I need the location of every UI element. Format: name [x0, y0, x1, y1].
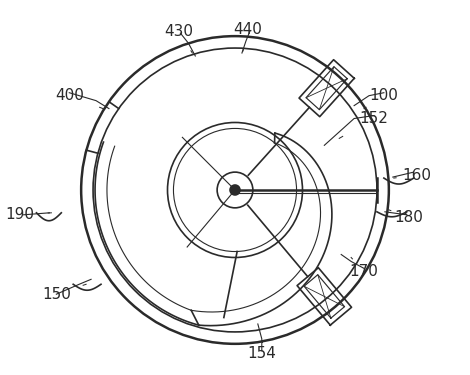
Text: 180: 180 [394, 210, 423, 225]
Text: 100: 100 [369, 88, 399, 103]
Text: 190: 190 [5, 207, 34, 222]
Text: 152: 152 [360, 111, 388, 126]
Text: 440: 440 [234, 22, 262, 37]
Text: 170: 170 [350, 264, 378, 279]
Text: 400: 400 [55, 88, 84, 103]
Text: 150: 150 [42, 287, 71, 302]
Text: 430: 430 [164, 24, 193, 39]
Circle shape [230, 185, 240, 195]
Text: 160: 160 [402, 168, 431, 183]
Text: 154: 154 [247, 346, 276, 361]
